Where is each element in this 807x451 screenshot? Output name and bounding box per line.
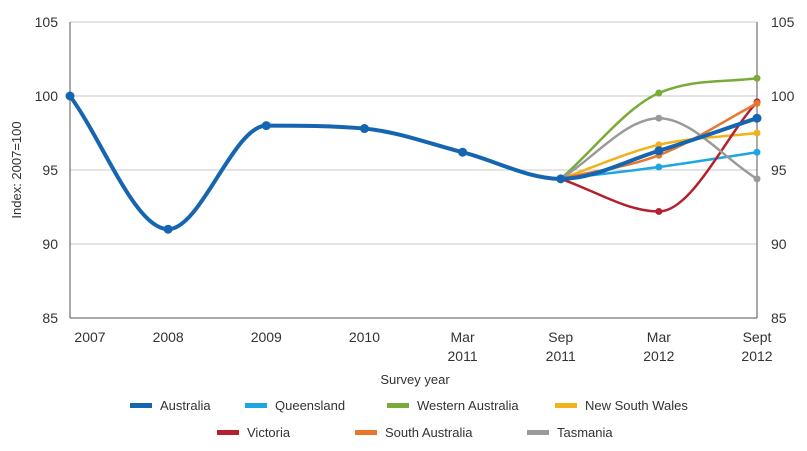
data-point-western-australia [655, 89, 663, 97]
legend: Australia Queensland Western Australia New … [130, 398, 688, 440]
data-point-australia [556, 174, 566, 184]
legend-label-new-south-wales: New South Wales [585, 398, 688, 413]
y-tick-label-right: 85 [771, 310, 787, 326]
x-tick-label: 2008 [153, 329, 184, 345]
y-tick-label-right: 105 [771, 14, 795, 30]
data-point-queensland [655, 163, 663, 171]
legend-swatch-australia [130, 403, 152, 408]
data-point-australia [163, 224, 173, 234]
data-point-australia [458, 147, 468, 157]
data-point-new-south-wales [655, 141, 663, 149]
y-tick-label-left: 85 [42, 310, 58, 326]
x-tick-label: 2009 [251, 329, 282, 345]
data-point-tasmania [655, 114, 663, 122]
x-tick-label: Mar [451, 329, 475, 345]
data-point-south-australia [753, 99, 761, 107]
data-point-australia [261, 121, 271, 131]
x-tick-label: 2012 [643, 348, 674, 364]
x-axis-title: Survey year [380, 372, 450, 387]
legend-swatch-western-australia [387, 403, 409, 408]
y-tick-label-left: 95 [42, 162, 58, 178]
legend-swatch-tasmania [527, 430, 549, 435]
y-tick-label-right: 95 [771, 162, 787, 178]
legend-swatch-queensland [245, 403, 267, 408]
y-tick-label-right: 100 [771, 88, 795, 104]
legend-label-australia: Australia [160, 398, 211, 413]
x-tick-label: 2011 [546, 348, 576, 364]
legend-swatch-new-south-wales [555, 403, 577, 408]
y-tick-label-left: 100 [35, 88, 59, 104]
data-point-australia [654, 146, 664, 156]
data-point-australia [359, 124, 369, 134]
x-tick-label: Sept [743, 329, 772, 345]
x-tick-label: Sep [548, 329, 573, 345]
data-point-australia [65, 91, 75, 101]
legend-label-western-australia: Western Australia [417, 398, 519, 413]
data-point-western-australia [753, 74, 761, 82]
data-point-victoria [655, 207, 663, 215]
series-lines [65, 74, 762, 234]
x-tick-label: 2010 [349, 329, 380, 345]
data-point-tasmania [753, 175, 761, 183]
x-tick-label: 2012 [741, 348, 772, 364]
y-tick-label-left: 90 [42, 236, 58, 252]
legend-swatch-south-australia [355, 430, 377, 435]
legend-label-south-australia: South Australia [385, 425, 473, 440]
x-tick-label: Mar [647, 329, 671, 345]
data-point-australia [752, 113, 762, 123]
legend-swatch-victoria [217, 430, 239, 435]
y-tick-label-left: 105 [35, 14, 59, 30]
legend-label-tasmania: Tasmania [557, 425, 613, 440]
x-tick-label: 2011 [448, 348, 478, 364]
legend-label-victoria: Victoria [247, 425, 291, 440]
tick-labels: 85 85 90 90 95 95 100 100 105 105 2007 2008 2009 2010… [35, 14, 795, 364]
data-point-queensland [753, 148, 761, 156]
legend-label-queensland: Queensland [275, 398, 345, 413]
axes [69, 22, 758, 319]
y-tick-label-right: 90 [771, 236, 787, 252]
x-tick-label: 2007 [74, 329, 105, 345]
data-point-new-south-wales [753, 129, 761, 137]
y-axis-title: Index: 2007=100 [9, 121, 24, 218]
series-line-australia [68, 94, 759, 232]
